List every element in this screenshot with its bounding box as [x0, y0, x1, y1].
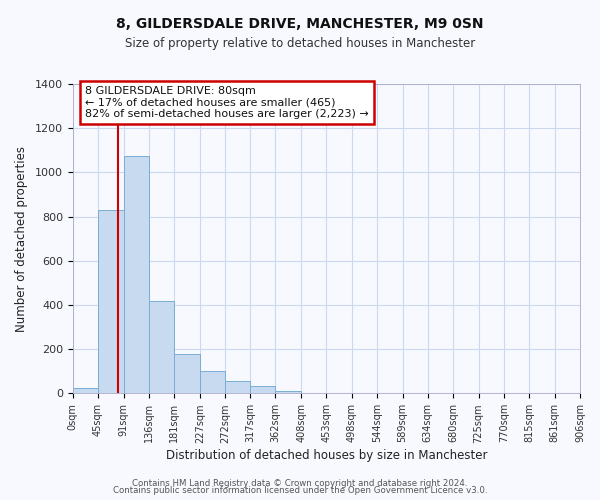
Bar [73, 388, 98, 394]
Bar [149, 300, 174, 394]
Bar [174, 354, 200, 394]
Bar [301, 392, 326, 394]
Bar [200, 371, 225, 394]
Text: Contains public sector information licensed under the Open Government Licence v3: Contains public sector information licen… [113, 486, 487, 495]
Y-axis label: Number of detached properties: Number of detached properties [15, 146, 28, 332]
Bar [275, 391, 301, 394]
Text: 8 GILDERSDALE DRIVE: 80sqm
← 17% of detached houses are smaller (465)
82% of sem: 8 GILDERSDALE DRIVE: 80sqm ← 17% of deta… [85, 86, 369, 118]
Text: Size of property relative to detached houses in Manchester: Size of property relative to detached ho… [125, 38, 475, 51]
Text: 8, GILDERSDALE DRIVE, MANCHESTER, M9 0SN: 8, GILDERSDALE DRIVE, MANCHESTER, M9 0SN [116, 18, 484, 32]
Text: Contains HM Land Registry data © Crown copyright and database right 2024.: Contains HM Land Registry data © Crown c… [132, 478, 468, 488]
Bar [98, 210, 124, 394]
Bar [250, 386, 275, 394]
Bar [225, 381, 250, 394]
Bar [124, 156, 149, 394]
X-axis label: Distribution of detached houses by size in Manchester: Distribution of detached houses by size … [166, 450, 487, 462]
